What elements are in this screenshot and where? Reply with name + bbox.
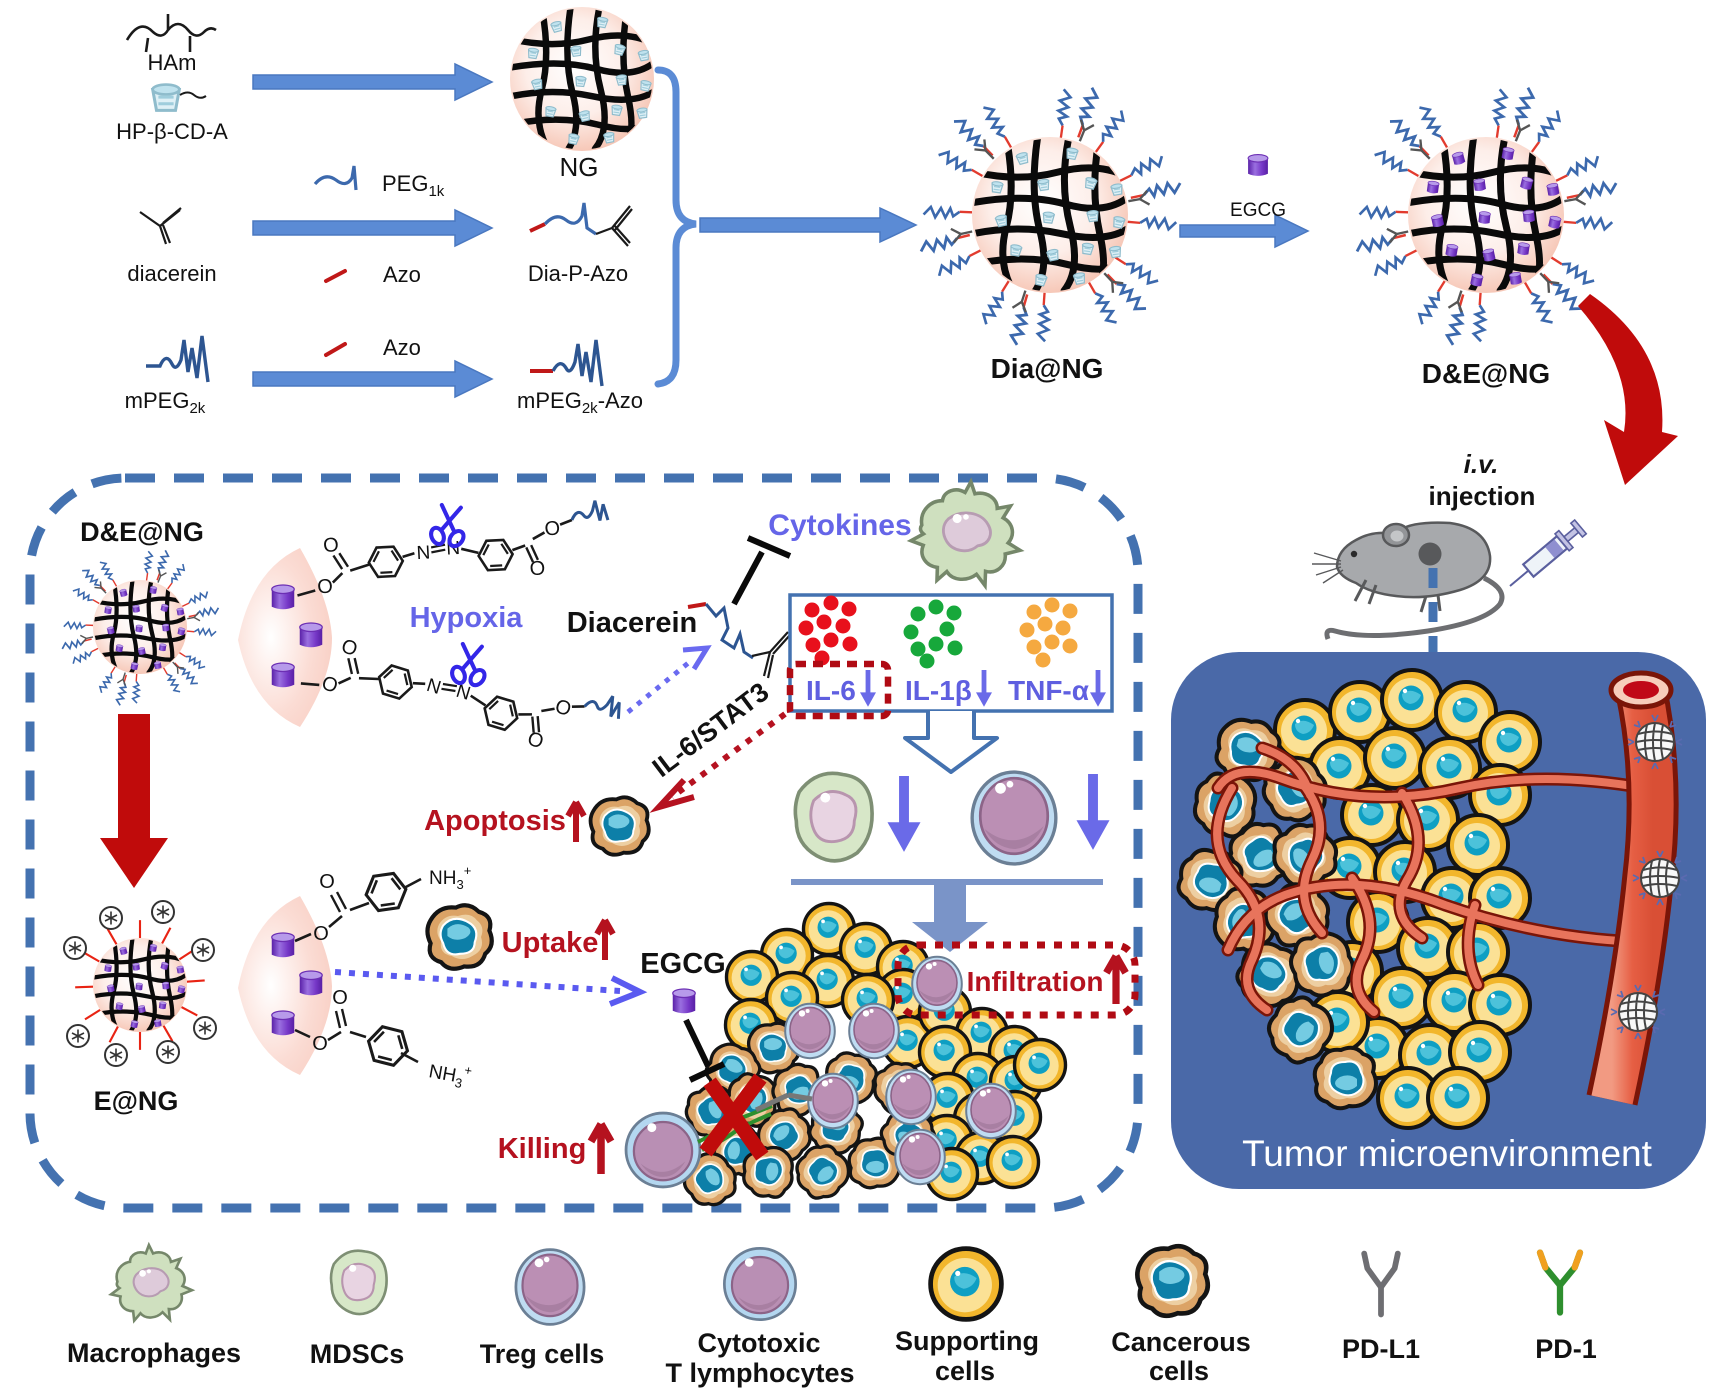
svg-text:NG: NG [560, 152, 599, 182]
svg-text:HAm: HAm [148, 50, 197, 75]
svg-text:Diacerein: Diacerein [567, 607, 698, 639]
svg-text:NH3+: NH3+ [427, 1056, 474, 1092]
svg-text:Cytokines: Cytokines [768, 509, 911, 542]
svg-text:cells: cells [935, 1356, 995, 1386]
svg-text:diacerein: diacerein [127, 261, 216, 286]
svg-text:D&E@NG: D&E@NG [1422, 358, 1550, 389]
svg-text:EGCG: EGCG [1230, 200, 1286, 221]
svg-text:O: O [319, 871, 335, 893]
svg-text:TNF-α: TNF-α [1008, 675, 1089, 706]
svg-text:Apoptosis: Apoptosis [424, 805, 566, 837]
svg-text:Supporting: Supporting [895, 1326, 1039, 1356]
svg-text:mPEG2k: mPEG2k [125, 388, 206, 417]
svg-text:MDSCs: MDSCs [310, 1339, 405, 1369]
svg-text:HP-β-CD-A: HP-β-CD-A [116, 119, 228, 144]
svg-text:injection: injection [1429, 481, 1536, 511]
svg-text:PD-L1: PD-L1 [1342, 1334, 1420, 1364]
svg-text:Infiltration: Infiltration [967, 966, 1104, 997]
svg-text:PEG1k: PEG1k [382, 171, 445, 200]
svg-text:Dia-P-Azo: Dia-P-Azo [528, 261, 628, 286]
svg-text:Tumor microenvironment: Tumor microenvironment [1242, 1133, 1653, 1174]
svg-text:NH3+: NH3+ [429, 863, 471, 892]
svg-text:Uptake: Uptake [502, 927, 599, 959]
svg-text:EGCG: EGCG [640, 948, 725, 980]
svg-text:O: O [313, 923, 329, 945]
svg-text:O: O [312, 1033, 328, 1055]
svg-text:mPEG2k-Azo: mPEG2k-Azo [517, 388, 643, 417]
svg-text:D&E@NG: D&E@NG [80, 517, 204, 547]
svg-text:Cytotoxic: Cytotoxic [697, 1328, 820, 1358]
svg-text:Dia@NG: Dia@NG [991, 353, 1104, 384]
svg-text:PD-1: PD-1 [1535, 1334, 1597, 1364]
svg-text:Azo: Azo [383, 335, 421, 360]
svg-text:IL-6: IL-6 [806, 675, 856, 706]
svg-text:i.v.: i.v. [1464, 449, 1499, 479]
svg-text:IL-6/STAT3: IL-6/STAT3 [647, 677, 774, 783]
svg-text:IL-1β: IL-1β [905, 675, 972, 706]
svg-text:Macrophages: Macrophages [67, 1338, 241, 1368]
svg-text:Azo: Azo [383, 262, 421, 287]
svg-text:T lymphocytes: T lymphocytes [665, 1358, 854, 1388]
svg-text:O: O [332, 987, 348, 1009]
svg-text:Hypoxia: Hypoxia [410, 602, 524, 634]
svg-text:E@NG: E@NG [94, 1086, 179, 1116]
svg-text:cells: cells [1149, 1356, 1209, 1386]
svg-text:Treg cells: Treg cells [480, 1339, 605, 1369]
svg-text:Killing: Killing [498, 1133, 587, 1165]
svg-text:Cancerous: Cancerous [1111, 1327, 1251, 1357]
